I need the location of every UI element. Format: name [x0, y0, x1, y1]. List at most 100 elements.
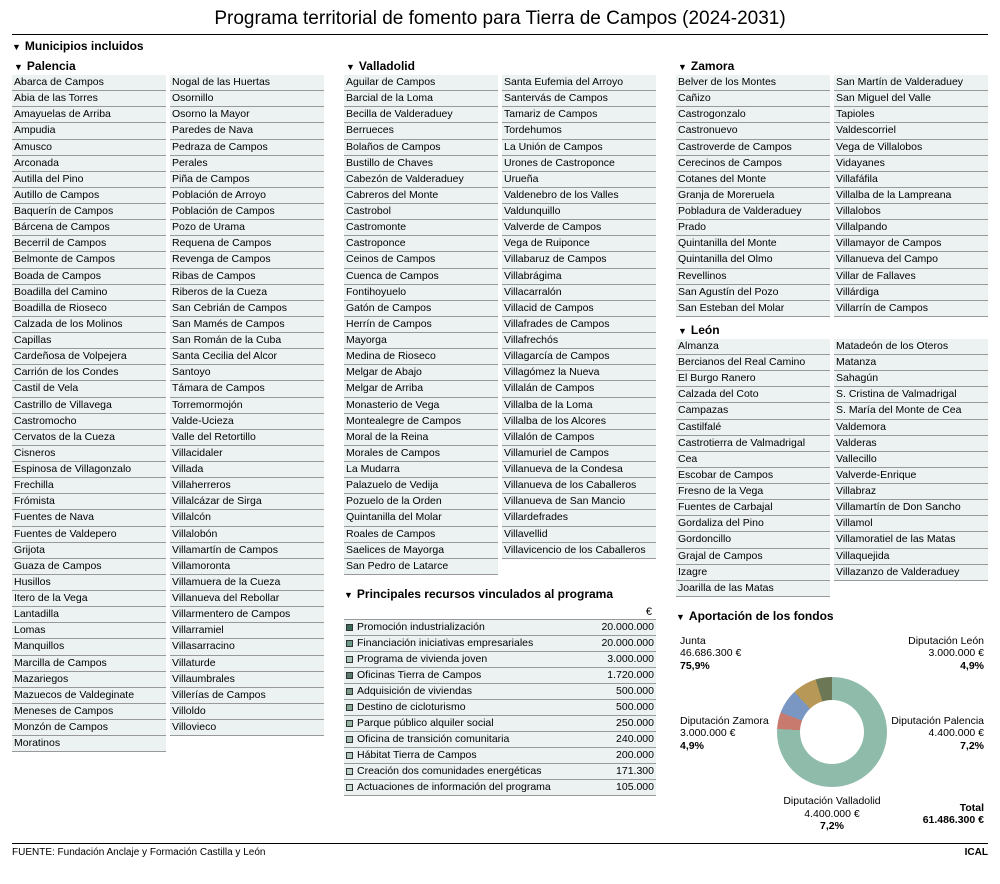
muni-cell: Ceinos de Campos	[344, 252, 498, 268]
muni-cell: Villalobos	[834, 204, 988, 220]
muni-cell: Mazuecos de Valdeginate	[12, 688, 166, 704]
muni-cell: Sahagún	[834, 371, 988, 387]
muni-cell: Almanza	[676, 339, 830, 355]
muni-cell: Campazas	[676, 403, 830, 419]
province-palencia: Palencia	[14, 59, 324, 73]
muni-cell: San Miguel del Valle	[834, 91, 988, 107]
muni-cell: Villalcázar de Sirga	[170, 494, 324, 510]
resources-table: € Promoción industrialización20.000.000F…	[344, 605, 656, 796]
muni-cell: S. Cristina de Valmadrigal	[834, 387, 988, 403]
muni-cell: Pozo de Urama	[170, 220, 324, 236]
muni-cell: Boadilla de Rioseco	[12, 301, 166, 317]
muni-cell: Herrín de Campos	[344, 317, 498, 333]
muni-cell: Monasterio de Vega	[344, 398, 498, 414]
muni-cell: Tamariz de Campos	[502, 107, 656, 123]
muni-cell: Urueña	[502, 172, 656, 188]
muni-cell: Santa Cecilia del Alcor	[170, 349, 324, 365]
muni-cell: Arconada	[12, 156, 166, 172]
muni-cell: Vidayanes	[834, 156, 988, 172]
muni-cell: Roales de Campos	[344, 527, 498, 543]
section-resources: Principales recursos vinculados al progr…	[344, 587, 656, 601]
muni-cell: Revellinos	[676, 269, 830, 285]
muni-cell: San Martín de Valderaduey	[834, 75, 988, 91]
muni-cell: Valle del Retortillo	[170, 430, 324, 446]
muni-cell: Revenga de Campos	[170, 252, 324, 268]
muni-cell: Villaherreros	[170, 478, 324, 494]
muni-cell: Boadilla del Camino	[12, 285, 166, 301]
muni-cell: Manquillos	[12, 639, 166, 655]
muni-cell: Abia de las Torres	[12, 91, 166, 107]
muni-cell: Villerías de Campos	[170, 688, 324, 704]
muni-cell: Villarmentero de Campos	[170, 607, 324, 623]
muni-cell: Fuentes de Nava	[12, 510, 166, 526]
muni-cell: San Agustín del Pozo	[676, 285, 830, 301]
muni-cell: Villaturde	[170, 656, 324, 672]
muni-cell: Quintanilla del Molar	[344, 510, 498, 526]
muni-cell: Villafrades de Campos	[502, 317, 656, 333]
muni-cell: Santoyo	[170, 365, 324, 381]
muni-cell: Valderas	[834, 436, 988, 452]
muni-cell: Villardefrades	[502, 510, 656, 526]
muni-cell: Villazanzo de Valderaduey	[834, 565, 988, 581]
muni-cell: Castrillo de Villavega	[12, 398, 166, 414]
muni-cell: Frechilla	[12, 478, 166, 494]
muni-cell: Frómista	[12, 494, 166, 510]
muni-cell: La Mudarra	[344, 462, 498, 478]
resource-row: Parque público alquiler social250.000	[344, 715, 656, 731]
muni-cell: Belver de los Montes	[676, 75, 830, 91]
muni-cell: Población de Arroyo	[170, 188, 324, 204]
muni-cell: Santervás de Campos	[502, 91, 656, 107]
muni-cell: Villalba de la Loma	[502, 398, 656, 414]
muni-cell: Villacidaler	[170, 446, 324, 462]
muni-cell: Villovieco	[170, 720, 324, 736]
muni-cell: Carrión de los Condes	[12, 365, 166, 381]
muni-cell: Melgar de Arriba	[344, 381, 498, 397]
muni-cell: Támara de Campos	[170, 381, 324, 397]
muni-cell: Escobar de Campos	[676, 468, 830, 484]
province-zamora: Zamora	[678, 59, 988, 73]
muni-cell: Villamoronta	[170, 559, 324, 575]
muni-cell: Matadeón de los Oteros	[834, 339, 988, 355]
muni-cell: Bolaños de Campos	[344, 140, 498, 156]
muni-cell: Cea	[676, 452, 830, 468]
muni-cell: Castrogonzalo	[676, 107, 830, 123]
muni-cell: Belmonte de Campos	[12, 252, 166, 268]
muni-cell: Quintanilla del Olmo	[676, 252, 830, 268]
muni-cell: Tapioles	[834, 107, 988, 123]
muni-cell: Urones de Castroponce	[502, 156, 656, 172]
section-municipios: Municipios incluidos	[12, 39, 988, 53]
muni-cell: Ribas de Campos	[170, 269, 324, 285]
muni-cell: Valverde de Campos	[502, 220, 656, 236]
muni-cell: Mazariegos	[12, 672, 166, 688]
muni-cell: Villalba de la Lampreana	[834, 188, 988, 204]
muni-cell: Villamartín de Campos	[170, 543, 324, 559]
muni-cell: Cerecinos de Campos	[676, 156, 830, 172]
muni-cell: Capillas	[12, 333, 166, 349]
muni-cell: Bárcena de Campos	[12, 220, 166, 236]
muni-cell: Villacarralón	[502, 285, 656, 301]
muni-cell: Bercianos del Real Camino	[676, 355, 830, 371]
muni-cell: Cotanes del Monte	[676, 172, 830, 188]
muni-cell: Melgar de Abajo	[344, 365, 498, 381]
muni-cell: Guaza de Campos	[12, 559, 166, 575]
muni-cell: Valdunquillo	[502, 204, 656, 220]
muni-cell: Itero de la Vega	[12, 591, 166, 607]
agency: ICAL	[965, 847, 988, 858]
muni-cell: Castrotierra de Valmadrigal	[676, 436, 830, 452]
muni-cell: Villamol	[834, 516, 988, 532]
muni-cell: Abarca de Campos	[12, 75, 166, 91]
muni-cell: Valdescorriel	[834, 123, 988, 139]
muni-cell: Pobladura de Valderaduey	[676, 204, 830, 220]
muni-cell: Vallecillo	[834, 452, 988, 468]
province-valladolid: Valladolid	[346, 59, 656, 73]
muni-cell: El Burgo Ranero	[676, 371, 830, 387]
muni-cell: Baquerín de Campos	[12, 204, 166, 220]
resource-row: Financiación iniciativas empresariales20…	[344, 635, 656, 651]
muni-cell: Villalpando	[834, 220, 988, 236]
muni-cell: Villárdiga	[834, 285, 988, 301]
resource-row: Adquisición de viviendas500.000	[344, 683, 656, 699]
funds-chart: Junta 46.686.300 € 75,9% Diputación León…	[676, 627, 988, 837]
muni-cell: Becilla de Valderaduey	[344, 107, 498, 123]
resource-row: Destino de cicloturismo500.000	[344, 699, 656, 715]
muni-cell: Becerril de Campos	[12, 236, 166, 252]
